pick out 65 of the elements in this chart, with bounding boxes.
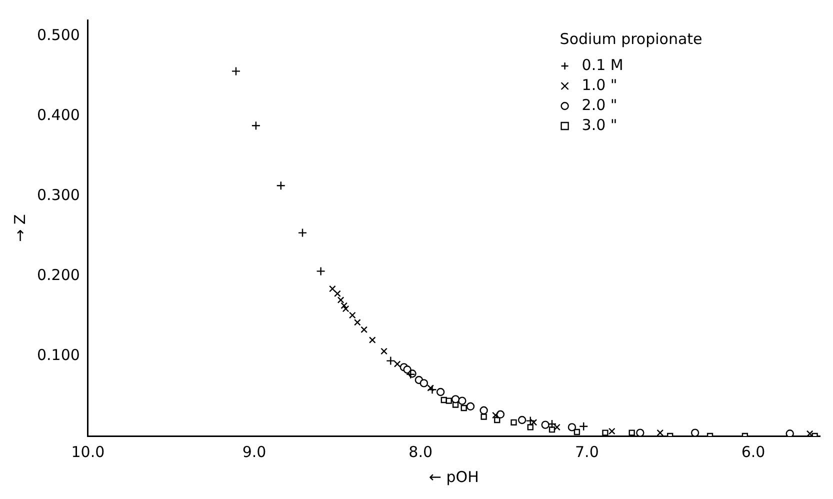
point <box>334 290 341 298</box>
point <box>451 395 460 404</box>
y-tick-label: 0.400 <box>36 106 80 124</box>
point <box>428 385 437 394</box>
point <box>527 424 534 430</box>
point <box>276 181 286 190</box>
legend-label: 1.0 " <box>582 76 618 94</box>
point <box>460 404 467 412</box>
point <box>628 430 635 436</box>
point <box>394 360 401 368</box>
point <box>251 121 261 130</box>
point <box>510 419 517 426</box>
x-tick-label: 7.0 <box>575 442 599 461</box>
point <box>360 326 368 334</box>
point <box>786 430 794 436</box>
point <box>231 66 241 76</box>
point <box>568 423 576 432</box>
point <box>656 429 664 436</box>
point <box>574 428 580 436</box>
point <box>480 414 487 420</box>
point <box>492 412 499 419</box>
legend-label: 3.0 " <box>582 116 618 134</box>
point <box>480 406 488 414</box>
point <box>420 379 428 388</box>
y-tick-label: 0.100 <box>36 346 80 364</box>
point <box>466 402 475 410</box>
point <box>386 356 396 366</box>
point <box>342 305 350 312</box>
legend-label: 2.0 " <box>582 96 618 114</box>
point <box>806 430 814 436</box>
point <box>636 428 644 436</box>
point <box>458 396 466 405</box>
y-tick-label: 0.500 <box>36 26 80 44</box>
point <box>602 430 608 436</box>
point <box>340 302 348 310</box>
y-tick-label: 0.200 <box>36 266 80 284</box>
point <box>316 266 326 276</box>
y-tick-label: 0.300 <box>36 186 80 204</box>
point <box>690 428 700 436</box>
x-tick-label: 10.0 <box>71 442 105 461</box>
point <box>380 348 388 355</box>
point <box>579 422 588 431</box>
point <box>427 384 434 392</box>
legend-title: Sodium propionate <box>560 30 702 48</box>
point <box>547 419 557 429</box>
x-tick-label: 6.0 <box>741 442 766 461</box>
point <box>496 410 505 418</box>
y-axis-title: → Z <box>10 214 29 242</box>
point <box>518 416 526 424</box>
x-tick-label: 8.0 <box>408 442 433 461</box>
point <box>329 285 336 292</box>
point <box>548 426 556 433</box>
x-axis-title: ← pOH <box>428 468 479 486</box>
point <box>368 336 376 344</box>
legend-label: 0.1 M <box>582 56 624 74</box>
point <box>298 228 308 238</box>
x-tick-label: 9.0 <box>242 442 266 461</box>
point <box>337 296 344 304</box>
point <box>446 398 452 404</box>
point <box>348 312 356 319</box>
point <box>436 388 445 396</box>
point <box>526 416 535 426</box>
point <box>541 420 550 429</box>
point <box>354 318 361 326</box>
point <box>608 428 616 435</box>
